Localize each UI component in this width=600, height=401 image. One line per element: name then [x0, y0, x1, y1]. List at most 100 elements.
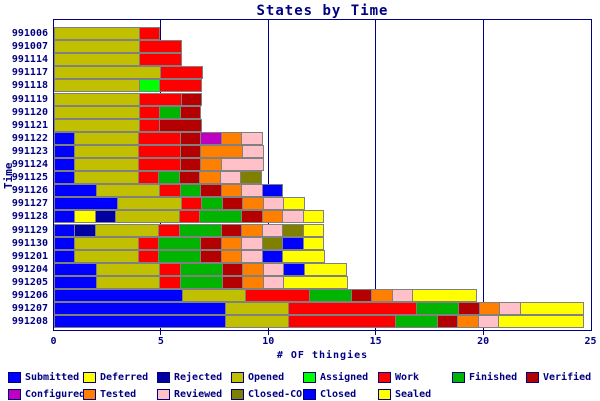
bar-segment-work	[159, 79, 203, 93]
bar-segment-work	[138, 53, 182, 67]
bar-segment-verified	[180, 92, 203, 106]
bar-segment-work	[158, 223, 180, 237]
y-tick-label-991127: 991127	[11, 198, 48, 210]
bar-segment-finished	[158, 236, 202, 250]
bar-segment-closed	[261, 249, 284, 263]
legend-label-closed: Closed	[320, 389, 357, 400]
legend-item-rejected: Rejected	[157, 371, 222, 384]
bar-segment-finished	[179, 275, 223, 289]
bar-segment-sealed	[412, 289, 477, 302]
bar-segment-tested	[220, 249, 243, 263]
bar-segment-submitted	[54, 158, 76, 171]
bar-segment-reviewed	[219, 171, 242, 185]
bar-segment-work	[159, 275, 181, 289]
legend-label-verified: Verified	[543, 372, 592, 383]
bar-segment-reviewed	[499, 302, 521, 316]
bar-segment-opened	[115, 210, 180, 224]
y-tick-label-991208: 991208	[11, 316, 48, 328]
bar-segment-finished	[158, 171, 180, 185]
bar-segment-verified	[179, 105, 202, 119]
bar-segment-tested	[220, 236, 243, 250]
bar-segment-verified	[179, 144, 202, 158]
bar-segment-rejected	[94, 210, 117, 224]
bar-segment-opened	[54, 118, 140, 132]
bar-segment-opened	[95, 262, 161, 276]
legend-item-configured: Configured	[8, 388, 85, 401]
legend-label-assigned: Assigned	[320, 372, 369, 383]
legend: Submitted Deferred Rejected Opened Assigned W…	[0, 365, 600, 400]
legend-swatch-tested	[83, 389, 96, 400]
bar-row-991121	[54, 118, 203, 132]
legend-swatch-submitted	[8, 372, 21, 383]
x-tick-20	[482, 331, 484, 335]
bar-segment-opened	[224, 315, 290, 329]
bar-segment-verified	[436, 315, 459, 329]
bar-row-991118	[54, 79, 203, 93]
bar-segment-verified	[200, 249, 222, 263]
bar-segment-opened	[54, 105, 140, 119]
bar-segment-sealed	[302, 236, 325, 250]
bar-row-991204	[54, 262, 347, 276]
legend-swatch-sealed	[378, 389, 391, 400]
x-tick-label-15: 15	[369, 336, 382, 347]
bar-segment-verified	[159, 118, 203, 132]
legend-swatch-opened	[231, 372, 244, 383]
bar-row-991119	[54, 92, 203, 106]
legend-label-configured: Configured	[25, 389, 86, 400]
y-tick-label-991006: 991006	[11, 28, 48, 39]
y-tick-label-991125: 991125	[11, 172, 48, 184]
bar-row-991201	[54, 249, 326, 263]
bar-segment-submitted	[54, 144, 76, 158]
bar-segment-deferred	[74, 210, 96, 224]
bar-segment-submitted	[54, 249, 76, 263]
bar-segment-reviewed	[242, 144, 264, 158]
y-tick-label-991123: 991123	[11, 145, 48, 157]
bar-segment-tested	[199, 171, 221, 185]
bar-row-991006	[54, 27, 161, 40]
y-tick-label-991119: 991119	[11, 93, 48, 105]
bar-segment-opened	[95, 184, 161, 198]
legend-swatch-assigned	[303, 372, 316, 383]
bar-segment-work	[137, 144, 181, 158]
legend-item-assigned: Assigned	[303, 371, 368, 384]
legend-label-deferred: Deferred	[100, 372, 149, 383]
legend-swatch-deferred	[83, 372, 96, 383]
legend-swatch-verified	[526, 372, 539, 383]
bar-segment-reviewed	[262, 275, 285, 289]
bar-row-991122	[54, 131, 263, 145]
legend-swatch-finished	[452, 372, 465, 383]
bar-segment-verified	[200, 184, 222, 198]
bar-segment-finished	[178, 223, 222, 237]
bar-segment-work	[288, 302, 418, 316]
bar-segment-opened	[54, 27, 140, 40]
legend-item-closed-co: Closed-CO	[231, 388, 302, 401]
legend-swatch-rejected	[157, 372, 170, 383]
bar-segment-sealed	[519, 302, 584, 316]
bar-segment-submitted	[54, 236, 76, 250]
bar-segment-submitted	[54, 171, 76, 185]
y-tick-label-991206: 991206	[11, 290, 48, 301]
bar-segment-opened	[54, 66, 162, 80]
bar-row-991206	[54, 289, 477, 302]
bar-segment-sealed	[302, 210, 325, 224]
y-tick-label-991207: 991207	[11, 303, 48, 315]
bar-segment-opened	[95, 275, 161, 289]
legend-item-closed: Closed	[303, 388, 356, 401]
bar-segment-work	[138, 92, 182, 106]
bar-segment-reviewed	[220, 158, 264, 171]
bar-segment-finished	[159, 105, 181, 119]
bar-segment-verified	[221, 262, 244, 276]
bar-segment-work	[138, 105, 161, 119]
y-tick-label-991118: 991118	[11, 80, 48, 92]
y-tick-label-991117: 991117	[11, 67, 48, 79]
bar-segment-tested	[200, 158, 222, 171]
bar-row-991126	[54, 184, 284, 198]
bar-row-991129	[54, 223, 325, 237]
bar-segment-sealed	[283, 275, 348, 289]
bar-row-991208	[54, 315, 584, 329]
bar-segment-reviewed	[282, 210, 304, 224]
bar-segment-tested	[242, 197, 264, 211]
bar-segment-opened	[74, 236, 139, 250]
bar-row-991127	[54, 197, 305, 211]
bar-row-991128	[54, 210, 325, 224]
